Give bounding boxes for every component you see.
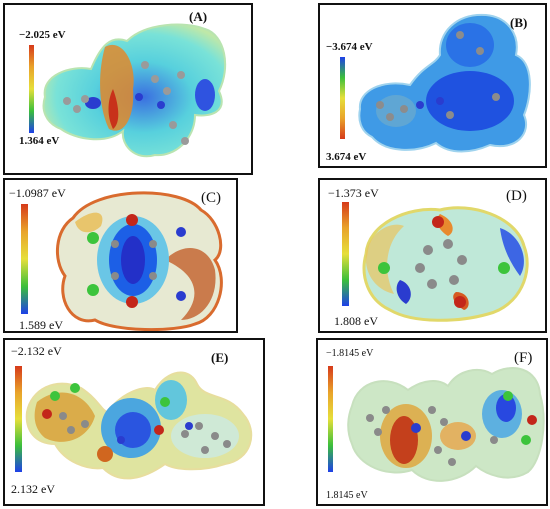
panel-tag: (F) bbox=[514, 350, 533, 366]
max-potential-label: −1.8145 eV bbox=[326, 348, 374, 359]
map-a bbox=[42, 23, 227, 158]
max-potential-label: −2.132 eV bbox=[11, 344, 62, 358]
max-potential-label: −1.0987 eV bbox=[9, 186, 66, 200]
panel-tag: (C) bbox=[201, 190, 221, 206]
panel-tag: (A) bbox=[189, 9, 208, 24]
color-bar bbox=[15, 366, 22, 472]
panel-tag: (B) bbox=[510, 15, 528, 30]
max-potential-label: −3.674 eV bbox=[326, 41, 373, 53]
max-potential-label: −2.025 eV bbox=[19, 29, 66, 41]
color-bar bbox=[29, 45, 34, 133]
map-d bbox=[362, 206, 529, 322]
max-potential-label: −1.373 eV bbox=[328, 186, 379, 200]
panel-tag: (D) bbox=[506, 188, 527, 204]
map-f bbox=[347, 367, 545, 482]
map-b bbox=[358, 13, 531, 153]
min-potential-label: 1.808 eV bbox=[334, 314, 378, 328]
min-potential-label: 1.589 eV bbox=[19, 318, 63, 332]
min-potential-label: 2.132 eV bbox=[11, 482, 55, 496]
panel-f: (F) −1.8145 eV 1.8145 eV bbox=[316, 338, 548, 506]
color-bar bbox=[21, 204, 28, 314]
color-bar bbox=[328, 366, 333, 472]
map-e bbox=[25, 371, 253, 480]
panel-a: (A) −2.025 eV 1.364 eV bbox=[3, 3, 253, 175]
panel-d: (D) −1.373 eV 1.808 eV bbox=[318, 178, 547, 333]
map-c bbox=[55, 191, 223, 331]
panel-e: (E) −2.132 eV 2.132 eV bbox=[3, 338, 265, 506]
panel-tag: (E) bbox=[211, 350, 229, 365]
panel-c: (C) −1.0987 eV 1.589 eV bbox=[3, 178, 238, 333]
panel-b: (B) −3.674 eV 3.674 eV bbox=[318, 3, 547, 168]
min-potential-label: 1.8145 eV bbox=[326, 490, 368, 501]
min-potential-label: 1.364 eV bbox=[19, 135, 60, 147]
color-bar bbox=[342, 202, 349, 306]
color-bar bbox=[340, 57, 345, 139]
min-potential-label: 3.674 eV bbox=[326, 151, 367, 163]
